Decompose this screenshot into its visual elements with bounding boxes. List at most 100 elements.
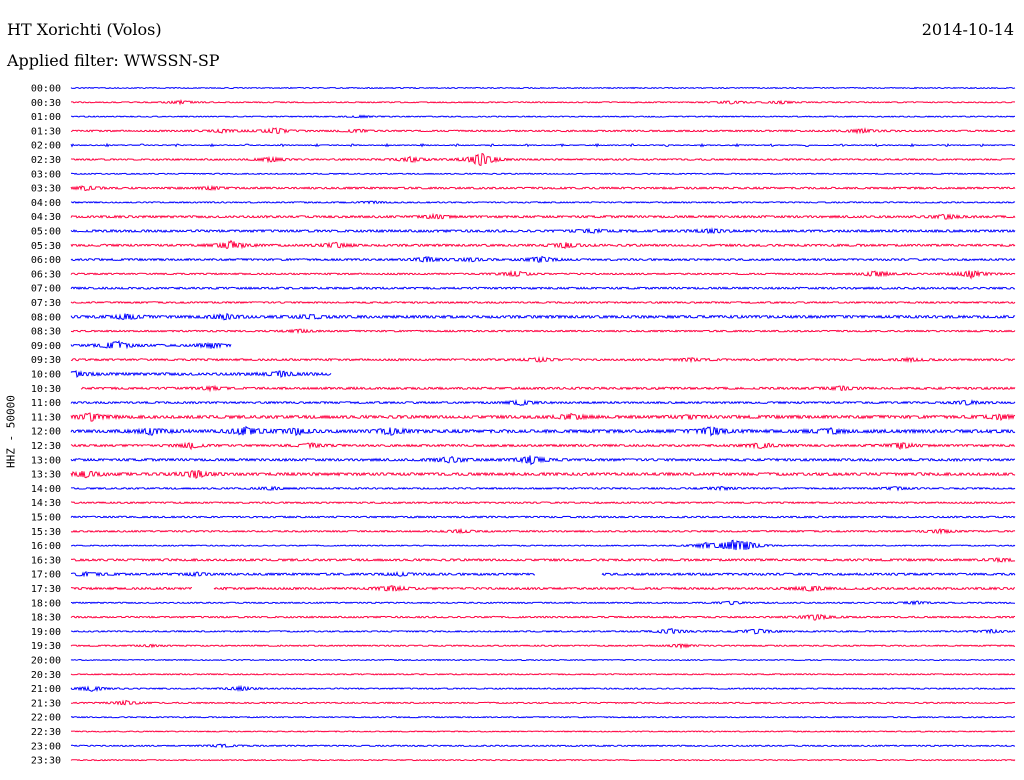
trace-line bbox=[70, 412, 1016, 422]
trace-line bbox=[70, 425, 1016, 437]
trace-line bbox=[70, 200, 1016, 205]
time-label: 15:30 bbox=[31, 527, 61, 538]
time-label: 20:00 bbox=[31, 656, 61, 667]
time-label: 18:30 bbox=[31, 613, 61, 624]
trace-line bbox=[70, 730, 1016, 733]
trace-line bbox=[70, 370, 332, 378]
time-label: 02:00 bbox=[31, 141, 61, 152]
time-label: 22:30 bbox=[31, 727, 61, 738]
time-label: 14:00 bbox=[31, 484, 61, 495]
time-label: 17:30 bbox=[31, 584, 61, 595]
time-label: 13:30 bbox=[31, 470, 61, 481]
time-label: 01:30 bbox=[31, 126, 61, 137]
trace-line bbox=[70, 328, 1016, 335]
trace-line bbox=[70, 715, 1016, 719]
time-label: 14:30 bbox=[31, 498, 61, 509]
trace-line bbox=[71, 600, 1016, 606]
trace-line bbox=[70, 313, 1016, 321]
trace-line bbox=[70, 172, 1016, 176]
filter-label: Applied filter: WWSSN-SP bbox=[7, 51, 220, 70]
trace-line bbox=[70, 142, 1016, 148]
trace-line bbox=[70, 255, 1016, 264]
trace-line bbox=[70, 441, 1016, 451]
time-label: 20:30 bbox=[31, 670, 61, 681]
time-label: 06:30 bbox=[31, 269, 61, 280]
trace-line bbox=[70, 515, 1016, 519]
time-label: 15:00 bbox=[31, 513, 61, 524]
trace-line bbox=[70, 152, 1016, 166]
time-label: 06:00 bbox=[31, 255, 61, 266]
trace-line bbox=[71, 628, 1016, 635]
trace-line bbox=[70, 643, 1016, 650]
time-label: 12:30 bbox=[31, 441, 61, 452]
trace-line bbox=[70, 127, 1016, 135]
time-label: 11:00 bbox=[31, 398, 61, 409]
time-label: 08:00 bbox=[31, 312, 61, 323]
time-label: 07:00 bbox=[31, 284, 61, 295]
time-label: 11:30 bbox=[31, 412, 61, 423]
time-label: 12:00 bbox=[31, 427, 61, 438]
time-label: 13:00 bbox=[31, 455, 61, 466]
time-label: 05:30 bbox=[31, 241, 61, 252]
trace-line bbox=[70, 658, 1015, 662]
trace-line bbox=[70, 455, 1016, 466]
trace-line bbox=[70, 584, 1016, 592]
trace-line bbox=[71, 699, 1016, 706]
trace-line bbox=[71, 99, 1016, 106]
time-label: 00:00 bbox=[31, 84, 61, 95]
time-label: 10:00 bbox=[31, 370, 61, 381]
time-label: 01:00 bbox=[31, 112, 61, 123]
time-label: 23:30 bbox=[31, 756, 61, 767]
trace-line bbox=[70, 269, 1016, 280]
trace-line bbox=[70, 340, 232, 350]
trace-line bbox=[70, 86, 1016, 90]
trace-line bbox=[70, 286, 1016, 291]
time-label: 23:00 bbox=[31, 741, 61, 752]
trace-line bbox=[70, 673, 1016, 676]
trace-line bbox=[70, 743, 1016, 749]
time-label: 10:30 bbox=[31, 384, 61, 395]
trace-line bbox=[70, 527, 1016, 535]
time-label: 19:30 bbox=[31, 641, 61, 652]
trace-line bbox=[70, 212, 1016, 221]
time-label: 16:00 bbox=[31, 541, 61, 552]
station-title: HT Xorichti (Volos) bbox=[7, 20, 162, 39]
time-label: 04:00 bbox=[31, 198, 61, 209]
trace-line bbox=[70, 485, 1016, 492]
trace-line bbox=[70, 684, 1016, 692]
time-label: 00:30 bbox=[31, 98, 61, 109]
time-label: 19:00 bbox=[31, 627, 61, 638]
trace-line bbox=[70, 239, 1016, 250]
time-label: 21:30 bbox=[31, 698, 61, 709]
trace-line bbox=[70, 227, 1016, 234]
time-label: 03:30 bbox=[31, 184, 61, 195]
trace-line bbox=[70, 300, 1016, 305]
time-label: 09:30 bbox=[31, 355, 61, 366]
time-label: 03:00 bbox=[31, 169, 61, 180]
trace-line bbox=[70, 469, 1016, 479]
time-label: 08:30 bbox=[31, 327, 61, 338]
time-label: 21:00 bbox=[31, 684, 61, 695]
time-label: 05:00 bbox=[31, 227, 61, 238]
trace-line bbox=[70, 613, 1016, 621]
trace-line bbox=[70, 356, 1016, 364]
time-label: 07:30 bbox=[31, 298, 61, 309]
time-label: 16:30 bbox=[31, 555, 61, 566]
time-label: 17:00 bbox=[31, 570, 61, 581]
trace-line bbox=[70, 758, 1016, 762]
trace-line bbox=[70, 399, 1016, 406]
time-label: 18:00 bbox=[31, 598, 61, 609]
trace-line bbox=[80, 384, 1016, 393]
trace-line bbox=[70, 539, 1016, 551]
trace-line bbox=[71, 114, 1016, 119]
trace-line bbox=[70, 557, 1016, 564]
trace-line bbox=[71, 501, 1016, 505]
record-date: 2014-10-14 bbox=[921, 20, 1014, 39]
trace-line bbox=[70, 184, 1016, 192]
time-label: 02:30 bbox=[31, 155, 61, 166]
trace-line bbox=[71, 570, 1016, 578]
time-label: 04:30 bbox=[31, 212, 61, 223]
time-label: 09:00 bbox=[31, 341, 61, 352]
time-label: 22:00 bbox=[31, 713, 61, 724]
